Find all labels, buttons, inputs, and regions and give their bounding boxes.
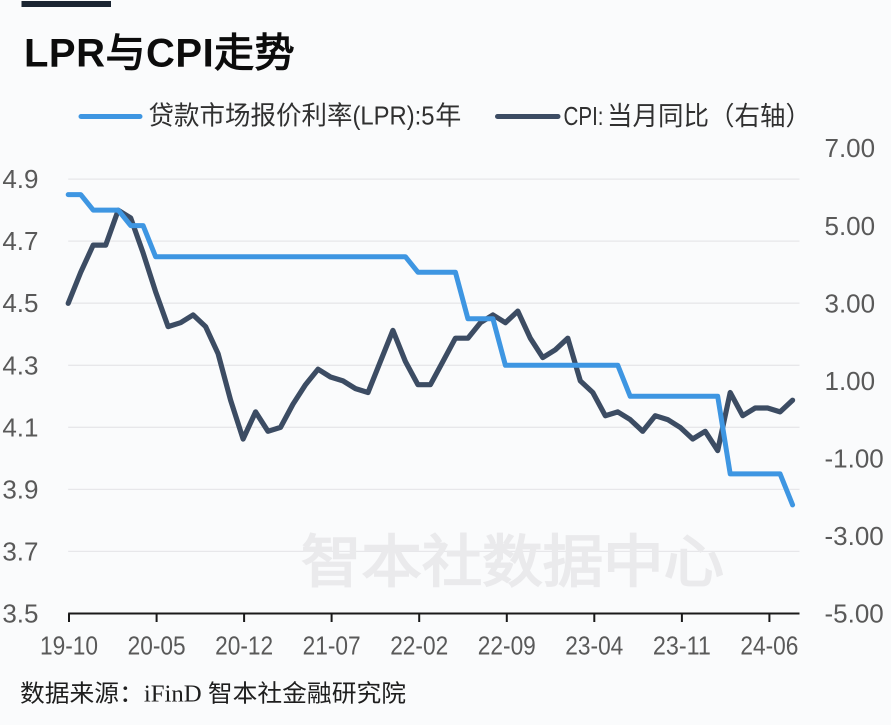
svg-text:20-12: 20-12 xyxy=(215,631,273,661)
svg-text:23-04: 23-04 xyxy=(565,631,623,661)
svg-text:7.00: 7.00 xyxy=(825,133,876,163)
svg-text:4.1: 4.1 xyxy=(2,412,38,442)
svg-text:年: 年 xyxy=(435,102,461,131)
svg-text:1.00: 1.00 xyxy=(825,366,876,396)
svg-text:20-05: 20-05 xyxy=(128,631,186,661)
svg-text:5.00: 5.00 xyxy=(825,211,876,241)
svg-text:21-07: 21-07 xyxy=(303,631,361,661)
svg-text:(LPR):5: (LPR):5 xyxy=(353,101,435,131)
svg-text:22-02: 22-02 xyxy=(390,631,448,661)
svg-text:当月同比（右轴）: 当月同比（右轴） xyxy=(607,102,811,131)
svg-text:LPR与CPI走势: LPR与CPI走势 xyxy=(24,32,295,76)
svg-text:3.00: 3.00 xyxy=(825,288,876,318)
svg-text:4.3: 4.3 xyxy=(2,350,38,380)
svg-text:4.9: 4.9 xyxy=(2,164,38,194)
svg-text:3.5: 3.5 xyxy=(2,599,38,629)
svg-text:CPI:: CPI: xyxy=(564,101,604,131)
svg-text:4.7: 4.7 xyxy=(2,226,38,256)
svg-text:23-11: 23-11 xyxy=(653,631,711,661)
svg-text:-1.00: -1.00 xyxy=(825,443,884,473)
svg-text:智本社数据中心: 智本社数据中心 xyxy=(301,531,724,595)
svg-text:19-10: 19-10 xyxy=(40,631,98,661)
svg-text:3.7: 3.7 xyxy=(2,536,38,566)
svg-text:24-06: 24-06 xyxy=(740,631,798,661)
svg-text:3.9: 3.9 xyxy=(2,474,38,504)
svg-text:-5.00: -5.00 xyxy=(825,599,884,629)
svg-text:-3.00: -3.00 xyxy=(825,521,884,551)
svg-text:4.5: 4.5 xyxy=(2,288,38,318)
svg-text:贷款市场报价利率: 贷款市场报价利率 xyxy=(149,102,353,131)
svg-text:数据来源：iFinD 智本社金融研究院: 数据来源：iFinD 智本社金融研究院 xyxy=(20,681,406,708)
svg-text:22-09: 22-09 xyxy=(478,631,536,661)
